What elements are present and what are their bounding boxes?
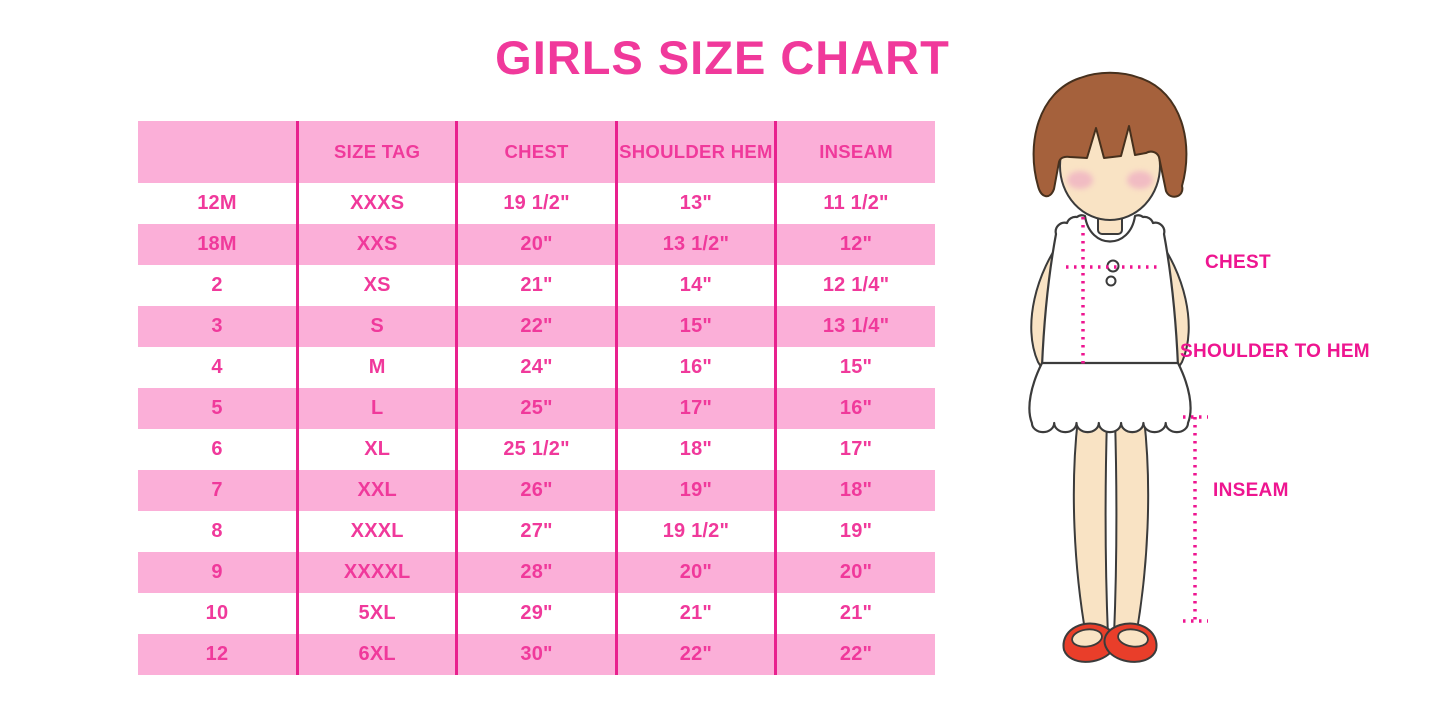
hair [1032, 71, 1188, 198]
table-header-row: SIZE TAG CHEST SHOULDER HEM INSEAM [138, 121, 935, 183]
table-cell: 15" [614, 306, 776, 347]
table-cell: 5XL [295, 593, 457, 634]
table-cell: 8 [211, 520, 223, 542]
table-cell: M [295, 347, 457, 388]
table-cell: 20" [774, 552, 935, 593]
measurement-lines [1066, 217, 1208, 623]
table-cell: 12 [138, 634, 298, 675]
table-row: 2 XS 21" 14" 12 1/4" [138, 265, 935, 306]
table-cell: 16" [774, 388, 935, 429]
page-title: GIRLS SIZE CHART [495, 31, 950, 84]
blush-left [1067, 171, 1093, 189]
table-row: 12M XXXS 19 1/2" 13" 11 1/2" [138, 183, 935, 224]
table-cell: 6XL [295, 634, 457, 675]
table-row: 7 XXL 26" 19" 18" [138, 470, 935, 511]
table-row: 9 XXXXL 28" 20" 20" [138, 552, 935, 593]
table-cell: XXXL [295, 511, 457, 552]
table-row: 10 5XL 29" 21" 21" [138, 593, 935, 634]
top-button-1 [1106, 259, 1120, 273]
table-cell: XXS [295, 224, 457, 265]
table-cell: 11 1/2" [774, 183, 935, 224]
table-cell: 17" [774, 429, 935, 470]
column-header: INSEAM [774, 121, 935, 183]
chest-label: CHEST [1205, 252, 1271, 273]
table-cell: 17" [614, 388, 776, 429]
column-header: SIZE TAG [295, 121, 457, 183]
table-cell: 13" [614, 183, 776, 224]
table-row: 18M XXS 20" 13 1/2" 12" [138, 224, 935, 265]
skirt [1028, 361, 1192, 434]
table-cell: 21" [455, 265, 617, 306]
table-cell: 29" [455, 593, 617, 634]
table-cell: 13 1/4" [774, 306, 935, 347]
right-foot-opening [1117, 628, 1149, 648]
column-header: SHOULDER HEM [614, 121, 776, 183]
girl-figure-svg [1028, 71, 1208, 663]
table-cell: 18M [138, 224, 298, 265]
blush-right [1127, 171, 1153, 189]
table-row: 3 S 22" 15" 13 1/4" [138, 306, 935, 347]
top-garment [1040, 214, 1180, 368]
table-cell: S [295, 306, 457, 347]
table-cell: 14" [614, 265, 776, 306]
table-cell: 12" [774, 224, 935, 265]
table-cell: 24" [455, 347, 617, 388]
table-cell: 28" [455, 552, 617, 593]
table-cell: 13 1/2" [614, 224, 776, 265]
table-cell: 9 [138, 552, 298, 593]
table-row: 8 XXXL 27" 19 1/2" 19" [138, 511, 935, 552]
table-row: 4 M 24" 16" 15" [138, 347, 935, 388]
table-cell: 19 1/2" [614, 511, 776, 552]
table-cell: XXL [295, 470, 457, 511]
table-cell: 18" [774, 470, 935, 511]
table-cell: 25 1/2" [455, 429, 617, 470]
table-cell: 22" [455, 306, 617, 347]
table-cell: 19 1/2" [455, 183, 617, 224]
table-cell: 7 [138, 470, 298, 511]
table-cell: 6 [211, 438, 223, 460]
table-body: 12M XXXS 19 1/2" 13" 11 1/2" 18M XXS 20" 13 1/2"… [138, 183, 935, 675]
table-cell: 2 [211, 274, 223, 296]
table-cell: 22" [774, 634, 935, 675]
table-row: 12 6XL 30" 22" 22" [138, 634, 935, 675]
table-cell: 16" [614, 347, 776, 388]
table-row: 6 XL 25 1/2" 18" 17" [138, 429, 935, 470]
girl-illustration [1008, 58, 1398, 708]
table-cell: 20" [455, 224, 617, 265]
column-header [138, 121, 298, 183]
table-cell: XL [295, 429, 457, 470]
table-cell: XXXS [295, 183, 457, 224]
table-cell: XXXXL [295, 552, 457, 593]
table-cell: 25" [455, 388, 617, 429]
table-cell: 10 [205, 602, 229, 624]
table-cell: 20" [614, 552, 776, 593]
table-cell: 19" [774, 511, 935, 552]
table-cell: 3 [138, 306, 298, 347]
table-cell: 15" [774, 347, 935, 388]
girls-size-table: SIZE TAG CHEST SHOULDER HEM INSEAM 12M XXXS 1… [138, 121, 935, 675]
table-cell: XS [295, 265, 457, 306]
table-row: 5 L 25" 17" 16" [138, 388, 935, 429]
table-cell: 18" [614, 429, 776, 470]
table-cell: 12 1/4" [774, 265, 935, 306]
right-leg [1112, 417, 1150, 637]
left-leg [1072, 417, 1110, 637]
table-cell: 30" [455, 634, 617, 675]
table-cell: 22" [614, 634, 776, 675]
shoulder-to-hem-label: SHOULDER TO HEM [1180, 341, 1370, 362]
table-cell: 21" [774, 593, 935, 634]
table-cell: 19" [614, 470, 776, 511]
left-foot-opening [1071, 628, 1103, 648]
table-cell: 27" [455, 511, 617, 552]
inseam-label: INSEAM [1213, 480, 1289, 501]
table-header: SIZE TAG CHEST SHOULDER HEM INSEAM [138, 121, 935, 183]
table-cell: 21" [614, 593, 776, 634]
table-cell: L [295, 388, 457, 429]
table-cell: 26" [455, 470, 617, 511]
table-cell: 5 [138, 388, 298, 429]
column-header: CHEST [455, 121, 617, 183]
top-button-2 [1105, 275, 1117, 287]
table-cell: 4 [211, 356, 223, 378]
table-cell: 12M [197, 192, 237, 214]
